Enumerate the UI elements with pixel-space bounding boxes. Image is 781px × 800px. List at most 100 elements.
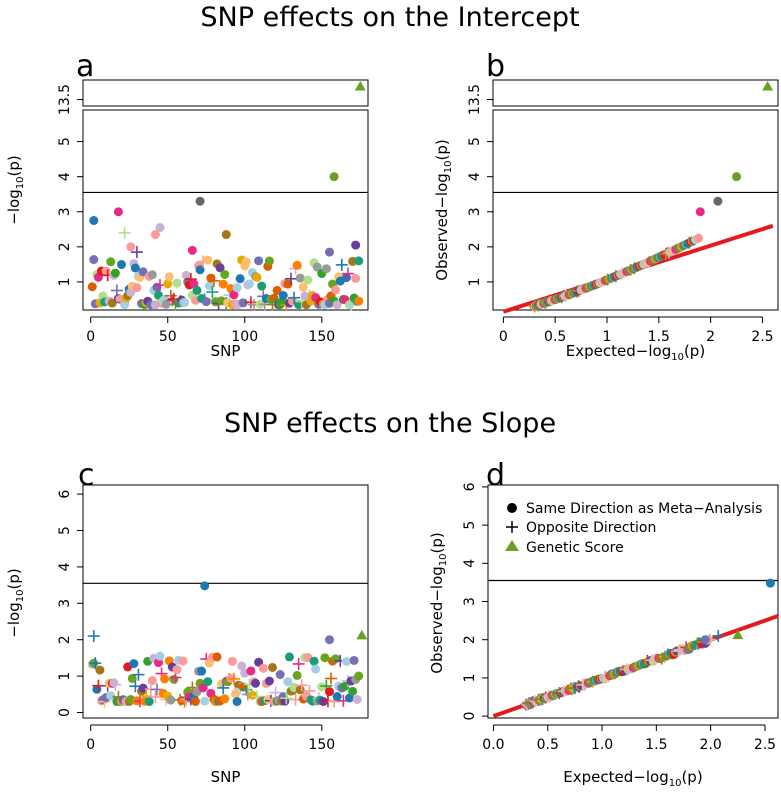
y-tick-label: 1 <box>462 673 478 682</box>
data-point <box>341 273 351 283</box>
legend: Same Direction as Meta−Analysis Opposite… <box>505 501 762 556</box>
y-axis-label: −log10(p) <box>5 568 26 637</box>
data-point <box>312 262 322 272</box>
data-point <box>354 671 364 681</box>
data-point <box>278 290 288 300</box>
x-tick-label: 0.5 <box>544 329 566 345</box>
data-point <box>349 655 359 665</box>
y-tick-label: 2 <box>462 635 478 644</box>
data-point <box>229 290 239 300</box>
data-point <box>732 629 744 640</box>
data-point <box>283 279 293 289</box>
y-axis-label: Observed−log10(p) <box>433 139 454 281</box>
data-point <box>254 657 264 667</box>
data-point <box>212 652 222 662</box>
data-point <box>311 664 321 674</box>
y-tick-label: 2 <box>57 242 73 251</box>
data-point <box>351 240 361 250</box>
data-point <box>325 672 338 685</box>
data-point <box>130 263 140 273</box>
data-point <box>241 257 251 267</box>
data-point <box>329 172 339 182</box>
y-tick-label: 4 <box>467 172 483 181</box>
data-point <box>700 635 710 645</box>
data-point <box>207 274 220 287</box>
y-tick-label: 5 <box>57 137 73 146</box>
data-point <box>332 300 342 310</box>
data-point <box>351 273 361 283</box>
data-point <box>280 692 293 705</box>
data-point <box>354 296 364 306</box>
data-point <box>264 676 274 686</box>
data-point <box>288 291 301 304</box>
data-point <box>354 81 366 91</box>
data-point <box>317 682 327 692</box>
data-point <box>332 692 342 702</box>
x-tick-label: 1.5 <box>648 329 670 345</box>
data-point <box>275 670 285 680</box>
data-point <box>303 684 316 697</box>
y-tick-label: 3 <box>462 597 478 606</box>
data-point <box>201 297 211 307</box>
x-tick-label: 2 <box>706 329 715 345</box>
data-point <box>178 656 188 666</box>
data-point <box>147 676 157 686</box>
data-point <box>244 279 254 289</box>
data-point <box>138 267 148 277</box>
data-point <box>284 272 297 285</box>
data-point <box>110 268 120 278</box>
panel-d-letter: d <box>486 458 505 493</box>
data-point <box>284 652 294 662</box>
data-point <box>258 663 268 673</box>
data-point <box>348 686 358 696</box>
data-point <box>295 273 305 283</box>
data-point <box>144 697 154 707</box>
legend-circle-icon <box>507 503 517 513</box>
data-point <box>117 260 127 270</box>
data-point <box>356 629 368 640</box>
data-point <box>195 265 205 275</box>
y-tick-label: 13.5 <box>467 84 483 115</box>
legend-plus-icon <box>506 521 518 533</box>
panel-c-letter: c <box>78 458 95 493</box>
data-point <box>109 678 122 691</box>
data-point <box>251 678 261 688</box>
data-point <box>272 285 282 295</box>
upper-frame <box>82 79 369 107</box>
data-point <box>198 683 208 693</box>
data-point <box>220 269 230 279</box>
data-point <box>324 687 334 697</box>
x-tick-label: 150 <box>308 329 335 345</box>
y-axis-label: Observed−log10(p) <box>428 532 449 674</box>
x-tick-label: 1.5 <box>645 737 667 753</box>
bottom-title: SNP effects on the Slope <box>224 408 556 439</box>
data-point <box>155 223 165 233</box>
x-tick-label: 50 <box>159 737 177 753</box>
data-point <box>732 172 742 182</box>
y-axis-label: −log10(p) <box>5 155 26 224</box>
data-point <box>283 677 293 687</box>
data-point <box>765 578 775 588</box>
data-point <box>232 697 242 707</box>
x-tick-label: 100 <box>231 737 258 753</box>
legend-score-label: Genetic Score <box>526 540 624 556</box>
data-point <box>150 230 160 240</box>
plot-frame <box>82 484 369 719</box>
data-point <box>341 656 351 666</box>
data-point <box>295 679 308 692</box>
data-point <box>206 286 219 299</box>
x-tick-label: 0 <box>499 329 508 345</box>
data-point <box>172 665 182 675</box>
data-point <box>269 686 282 699</box>
data-point <box>200 696 210 706</box>
data-point <box>203 255 213 265</box>
data-point <box>147 270 157 280</box>
data-point <box>713 196 723 206</box>
data-point <box>292 260 302 270</box>
legend-opposite-label: Opposite Direction <box>526 520 656 536</box>
data-point <box>227 672 240 685</box>
data-point <box>190 696 200 706</box>
data-point <box>298 282 308 292</box>
data-point <box>200 581 210 591</box>
data-point <box>292 670 302 680</box>
